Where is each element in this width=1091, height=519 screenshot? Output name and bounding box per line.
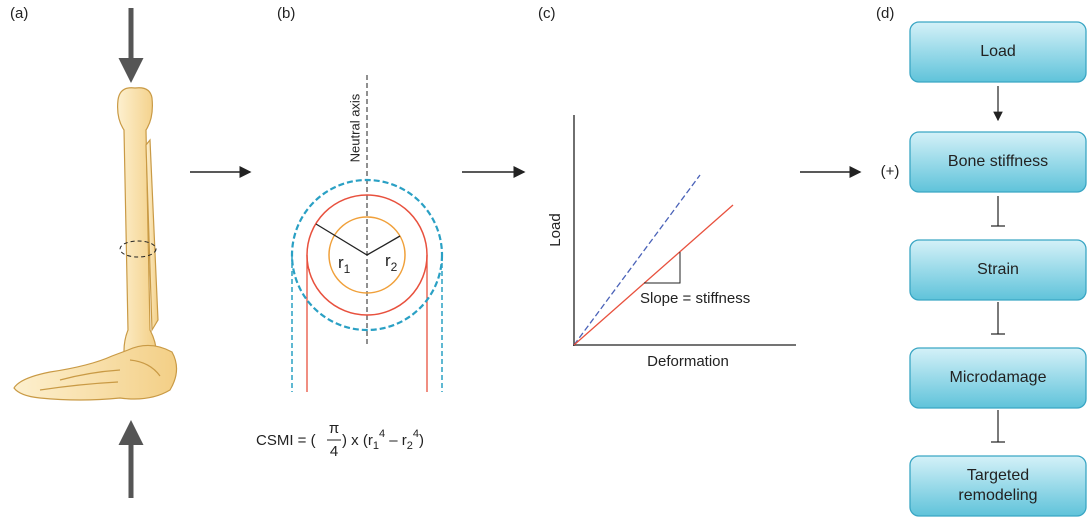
flow-label: Strain: [977, 261, 1019, 278]
flow-connectors: [991, 86, 1005, 443]
flow-label: remodeling: [958, 487, 1037, 504]
flow-box: [909, 239, 1087, 301]
flow-label: Load: [980, 43, 1016, 60]
flow-label: Targeted: [967, 467, 1029, 484]
panel-label: (b): [277, 5, 295, 22]
svg-text:π: π: [329, 420, 339, 437]
svg-text:CSMI = (: CSMI = (: [256, 432, 316, 449]
radius: [315, 223, 368, 256]
radius: [366, 235, 401, 256]
plus-label: (+): [881, 163, 900, 180]
flow-label: Microdamage: [950, 369, 1047, 386]
section-marker: [119, 240, 157, 258]
neutral-axis-label: Neutral axis: [347, 93, 362, 162]
svg-text:) x (r14 – r24): ) x (r14 – r24): [342, 428, 424, 452]
panel-label: (c): [538, 5, 556, 22]
panel-label: (d): [876, 5, 894, 22]
annotation: Slope = stiffness: [640, 290, 750, 307]
flow-box: [909, 131, 1087, 193]
formula: CSMI = ( π 4 ) x (r14 – r24): [256, 420, 424, 460]
flow-box: [909, 455, 1087, 517]
inner-circle: [328, 216, 406, 294]
bone: [13, 87, 178, 401]
slope-triangle: [644, 252, 681, 284]
panel-label: (a): [10, 5, 28, 22]
axis-label: Deformation: [647, 353, 729, 370]
outer-circle: [306, 194, 428, 316]
flow-box: [909, 21, 1087, 83]
radius-label: r2: [385, 251, 398, 274]
axis-label: Load: [547, 213, 564, 246]
svg-text:4: 4: [330, 443, 338, 460]
outer-boundary: [290, 178, 444, 332]
curve: [573, 174, 701, 346]
radius-label: r1: [338, 253, 351, 276]
flow-nodes: Load Bone stiffness Strain Microdamage Targe…: [909, 21, 1087, 517]
flow-label: Bone stiffness: [948, 153, 1048, 170]
curve: [573, 204, 734, 346]
flow-box: [909, 347, 1087, 409]
